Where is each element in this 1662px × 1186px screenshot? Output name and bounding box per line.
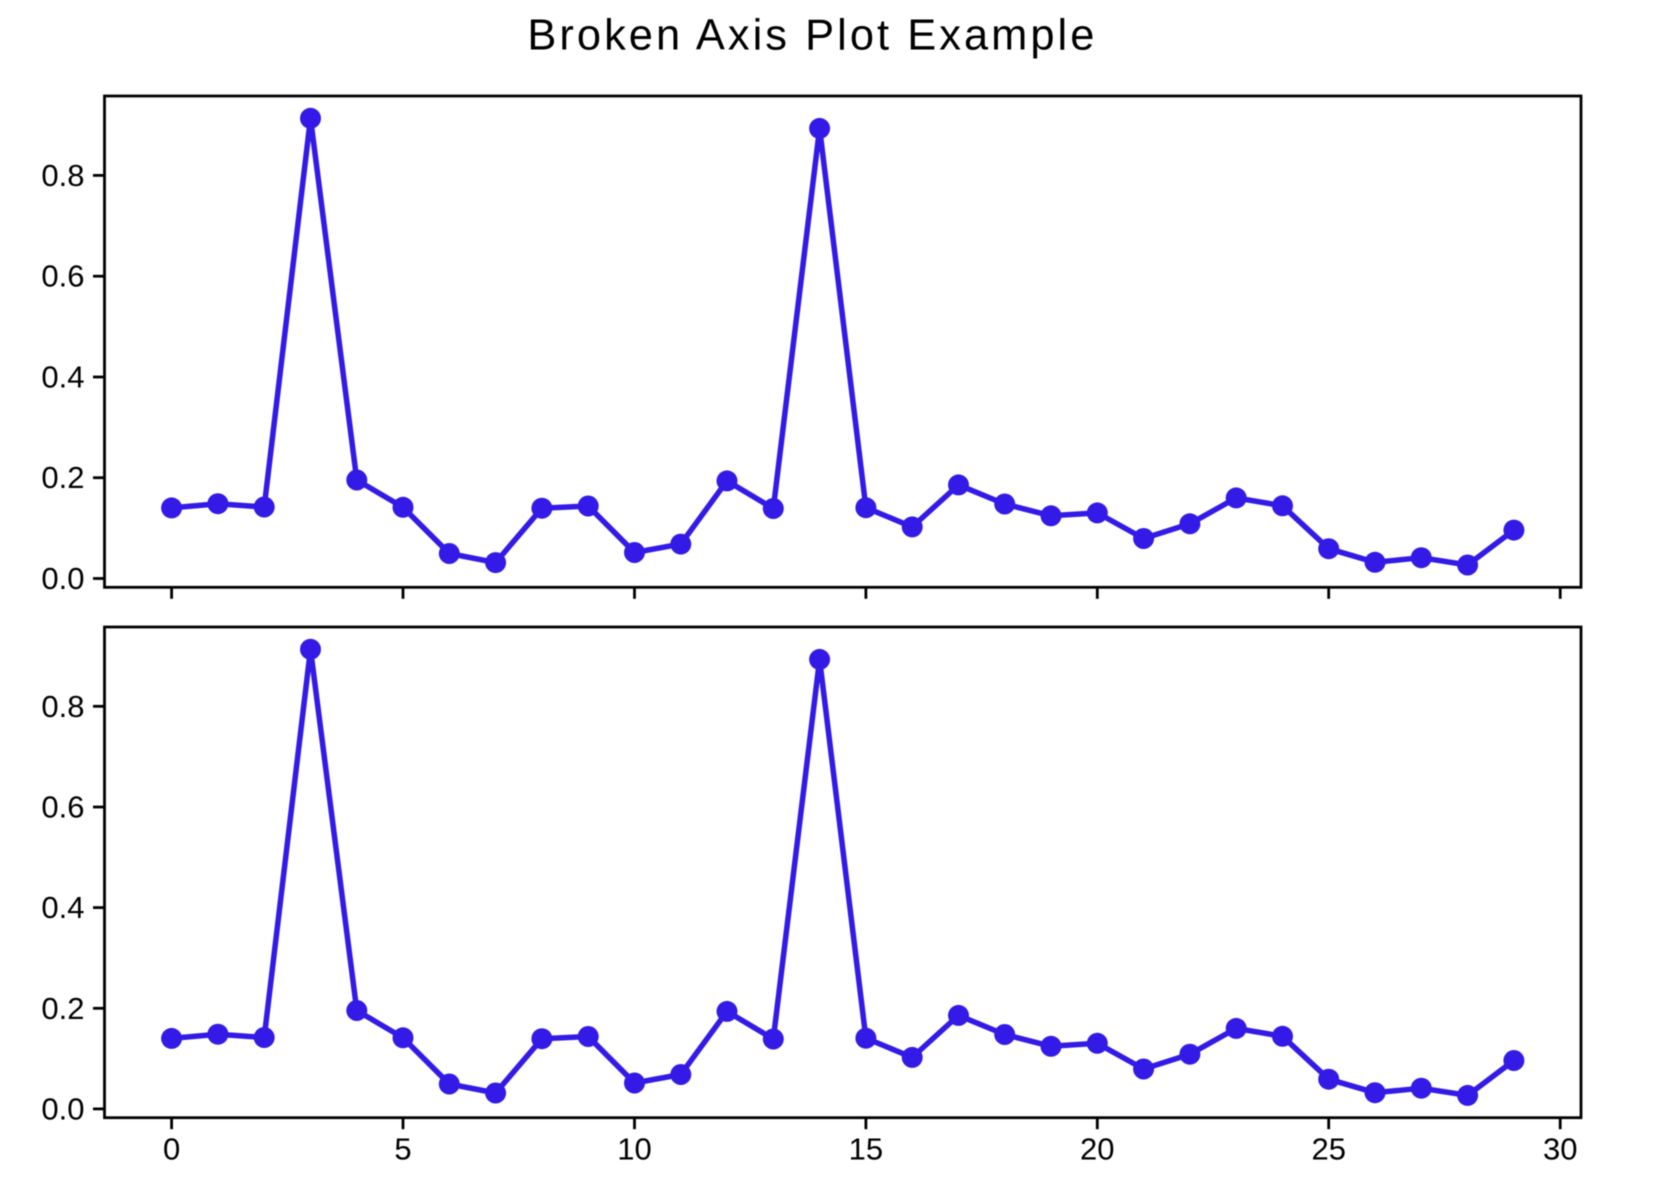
- svg-text:10: 10: [617, 1131, 651, 1166]
- svg-text:0.8: 0.8: [41, 158, 84, 193]
- svg-text:0.2: 0.2: [41, 991, 84, 1026]
- svg-text:20: 20: [1080, 1131, 1114, 1166]
- svg-text:0.6: 0.6: [41, 790, 84, 825]
- svg-text:0.4: 0.4: [41, 360, 84, 395]
- svg-text:0.0: 0.0: [41, 1091, 84, 1126]
- svg-text:5: 5: [394, 1131, 411, 1166]
- svg-text:25: 25: [1311, 1131, 1345, 1166]
- svg-text:0.2: 0.2: [41, 460, 84, 495]
- svg-text:30: 30: [1543, 1131, 1577, 1166]
- svg-text:0.0: 0.0: [41, 561, 84, 596]
- svg-text:0.4: 0.4: [41, 890, 84, 925]
- svg-text:0.8: 0.8: [41, 689, 84, 724]
- svg-text:15: 15: [849, 1131, 883, 1166]
- svg-text:Broken Axis Plot Example: Broken Axis Plot Example: [527, 12, 1097, 60]
- svg-text:0.6: 0.6: [41, 259, 84, 294]
- svg-text:0: 0: [163, 1131, 180, 1166]
